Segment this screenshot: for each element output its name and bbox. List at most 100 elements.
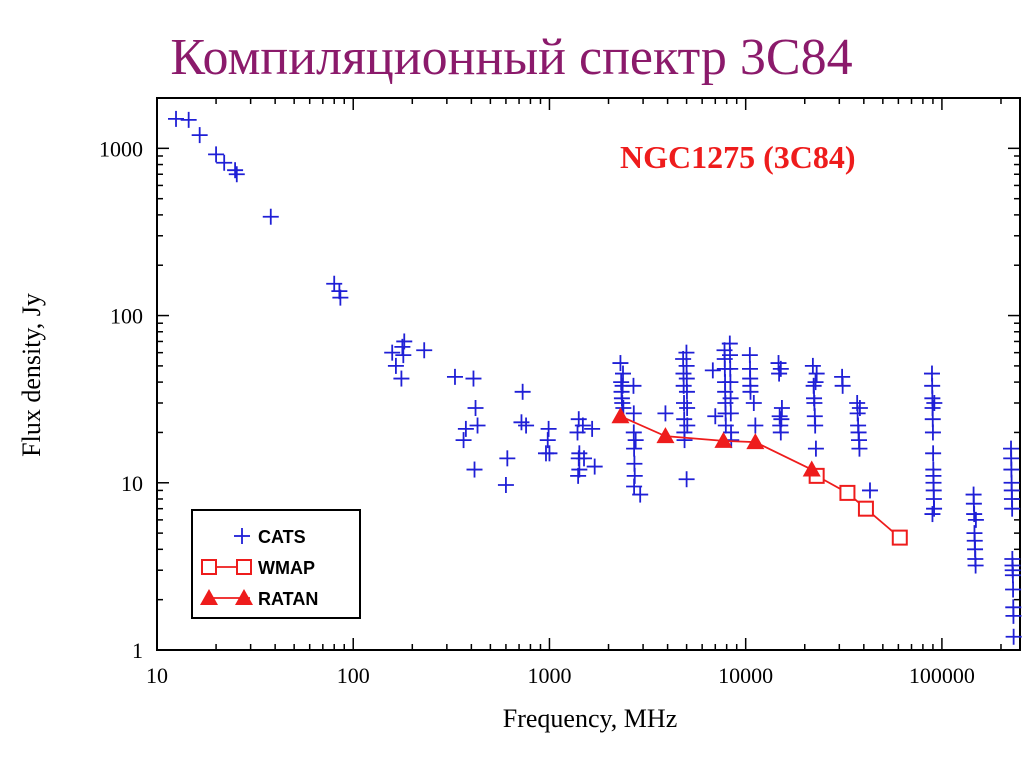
y-axis-label: Flux density, Jy xyxy=(17,293,46,457)
cats-point xyxy=(1005,581,1022,598)
cats-point xyxy=(191,127,208,144)
cats-point xyxy=(707,408,724,425)
x-tick-label: 10 xyxy=(146,663,168,688)
y-tick-label: 10 xyxy=(121,471,143,496)
cats-point xyxy=(678,383,695,400)
cats-point xyxy=(455,432,472,449)
cats-point xyxy=(741,347,758,364)
x-tick-label: 100 xyxy=(337,663,370,688)
cats-point xyxy=(228,166,245,183)
ratan-point xyxy=(656,427,675,444)
cats-point xyxy=(722,390,739,407)
cats-point xyxy=(584,420,601,437)
cats-point xyxy=(518,417,535,434)
cats-point xyxy=(208,146,225,163)
cats-point xyxy=(571,461,588,478)
cats-point xyxy=(808,365,825,382)
x-axis-label: Frequency, MHz xyxy=(503,704,677,733)
legend-label-ratan: RATAN xyxy=(258,589,318,609)
cats-point xyxy=(570,467,587,484)
cats-point xyxy=(967,511,984,528)
cats-point xyxy=(657,405,674,422)
cats-point xyxy=(834,377,851,394)
legend-box xyxy=(191,509,361,619)
legend-entry-cats: CATS xyxy=(234,527,306,547)
cats-point xyxy=(771,365,788,382)
cats-point xyxy=(926,394,943,411)
cats-point xyxy=(625,424,642,441)
cats-point xyxy=(570,411,587,428)
cats-point xyxy=(1004,500,1021,517)
ratan-point xyxy=(714,431,733,448)
cats-point xyxy=(466,461,483,478)
cats-point xyxy=(331,283,348,300)
cats-point xyxy=(465,370,482,387)
cats-point xyxy=(704,362,721,379)
cats-point xyxy=(612,355,629,372)
series-cats xyxy=(168,110,1022,645)
cats-point xyxy=(541,445,558,462)
cats-point xyxy=(722,347,739,364)
data-layer xyxy=(168,110,1022,645)
cats-point xyxy=(679,400,696,417)
y-tick-label: 1000 xyxy=(99,136,143,161)
cats-point xyxy=(416,342,433,359)
cats-point xyxy=(469,417,486,434)
cats-point xyxy=(586,458,603,475)
chart-annotation: NGC1275 (3C84) xyxy=(620,139,856,175)
cats-point xyxy=(446,368,463,385)
cats-point xyxy=(861,482,878,499)
cats-point xyxy=(807,417,824,434)
cats-point xyxy=(678,471,695,488)
wmap-point xyxy=(891,529,908,546)
legend-label-wmap: WMAP xyxy=(258,558,315,578)
ratan-point xyxy=(746,433,765,450)
cats-point xyxy=(742,383,759,400)
cats-point xyxy=(925,445,942,462)
x-tick-label: 1000 xyxy=(527,663,571,688)
x-tick-label: 10000 xyxy=(718,663,773,688)
cats-point xyxy=(180,111,197,128)
cats-point xyxy=(571,445,588,462)
cats-point xyxy=(626,440,643,457)
cats-point xyxy=(387,357,404,374)
cats-point xyxy=(745,394,762,411)
ratan-point xyxy=(802,460,821,477)
legend: CATS WMAP RATAN xyxy=(191,509,361,619)
series-wmap xyxy=(808,467,908,546)
cats-point xyxy=(772,360,789,377)
plot-frame xyxy=(156,97,1021,651)
cats-point xyxy=(676,432,693,449)
cats-point xyxy=(262,208,279,225)
cats-point xyxy=(539,432,556,449)
cats-point xyxy=(393,370,410,387)
cats-point xyxy=(632,486,649,503)
y-tick-label: 100 xyxy=(110,304,143,329)
legend-entry-ratan: RATAN xyxy=(200,589,318,609)
cats-point xyxy=(625,405,642,422)
cats-point xyxy=(722,405,739,422)
cats-point xyxy=(168,110,185,127)
legend-marker xyxy=(235,589,253,605)
cats-point xyxy=(1004,567,1021,584)
cats-point xyxy=(679,417,696,434)
legend-marker xyxy=(201,559,217,575)
cats-point xyxy=(1005,607,1022,624)
cats-point xyxy=(851,400,868,417)
ratan-point xyxy=(611,407,630,424)
legend-marker xyxy=(236,559,252,575)
cats-point xyxy=(804,357,821,374)
cats-point xyxy=(626,478,643,495)
legend-marker xyxy=(234,528,250,544)
cats-point xyxy=(384,344,401,361)
cats-point xyxy=(924,506,941,523)
legend-label-cats: CATS xyxy=(258,527,306,547)
cats-point xyxy=(497,476,514,493)
cats-point xyxy=(924,424,941,441)
cats-point xyxy=(925,467,942,484)
cats-point xyxy=(227,162,244,179)
cats-point xyxy=(457,420,474,437)
cats-point xyxy=(332,289,349,306)
